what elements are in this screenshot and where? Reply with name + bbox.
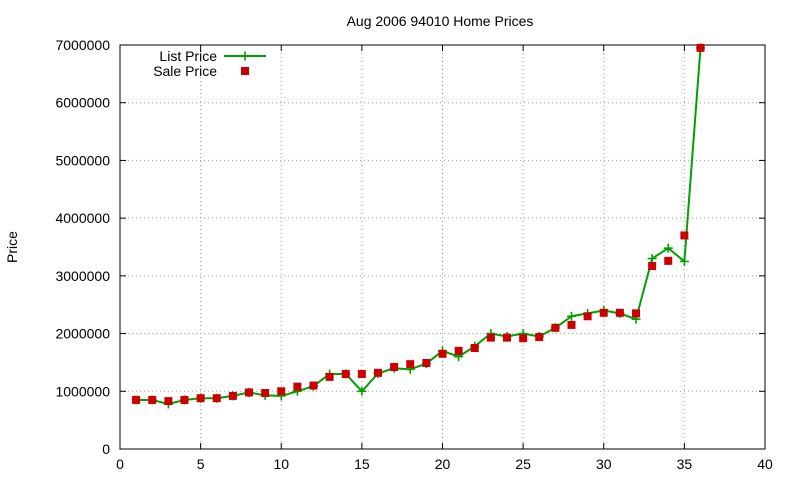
list-price-point xyxy=(647,254,657,264)
sale-price-point xyxy=(212,394,221,403)
sale-price-point xyxy=(261,389,270,398)
list-price-point xyxy=(663,243,673,253)
sale-price-point xyxy=(599,308,608,317)
sale-price-point xyxy=(245,388,253,397)
y-axis-label: Price xyxy=(4,231,20,263)
sale-price-point xyxy=(567,320,576,329)
sale-price-point xyxy=(277,387,286,396)
sale-price-point xyxy=(696,43,705,52)
y-tick-label: 7000000 xyxy=(55,37,110,53)
x-tick-label: 5 xyxy=(197,456,205,472)
legend-label-sale-price: Sale Price xyxy=(153,63,217,79)
sale-price-point xyxy=(390,363,399,372)
legend: List Price Sale Price xyxy=(153,48,266,79)
x-tick-label: 30 xyxy=(596,456,612,472)
sale-price-point xyxy=(341,369,350,378)
y-tick-label: 0 xyxy=(102,441,110,457)
sale-price-point xyxy=(632,309,640,318)
y-tick-label: 2000000 xyxy=(55,326,110,342)
x-tick-label: 10 xyxy=(273,456,289,472)
sale-price-point xyxy=(357,369,366,378)
x-tick-label: 35 xyxy=(677,456,693,472)
sale-price-point xyxy=(148,395,157,404)
sale-price-point xyxy=(374,368,382,377)
sale-price-point xyxy=(454,346,463,355)
legend-marker-list-price xyxy=(240,51,250,61)
sale-price-point xyxy=(551,323,560,332)
x-tick-label: 20 xyxy=(435,456,451,472)
y-tick-label: 6000000 xyxy=(55,95,110,111)
sale-price-point xyxy=(132,395,141,404)
sale-price-point xyxy=(664,256,673,265)
sale-price-point xyxy=(406,360,415,369)
series-layer xyxy=(131,43,705,409)
grid-lines xyxy=(120,45,765,449)
y-tick-label: 4000000 xyxy=(55,210,110,226)
sale-price-point xyxy=(438,349,447,358)
plot-frame xyxy=(119,44,766,450)
sale-price-point xyxy=(648,262,657,271)
axis-ticks: 0 5 10 15 20 25 30 35 40 0 1000000 2000000 3000000 40… xyxy=(55,37,773,472)
sale-price-point xyxy=(228,391,237,400)
list-price-point xyxy=(357,386,367,396)
sale-price-point xyxy=(470,344,479,352)
sale-price-point xyxy=(180,395,189,404)
sale-price-point xyxy=(309,381,318,390)
list-price-line xyxy=(136,47,702,405)
sale-price-point xyxy=(519,334,528,343)
sale-price-point xyxy=(293,382,302,391)
x-tick-label: 25 xyxy=(515,456,531,472)
list-price-point xyxy=(679,256,689,266)
legend-marker-sale-price xyxy=(241,67,249,75)
sale-price-point xyxy=(164,397,173,406)
sale-price-point xyxy=(615,308,624,317)
x-tick-label: 15 xyxy=(354,456,370,472)
x-tick-label: 0 xyxy=(116,456,124,472)
y-tick-label: 3000000 xyxy=(55,268,110,284)
y-tick-label: 1000000 xyxy=(55,383,110,399)
y-tick-label: 5000000 xyxy=(55,152,110,168)
chart-title: Aug 2006 94010 Home Prices xyxy=(347,13,534,29)
x-tick-label: 40 xyxy=(757,456,773,472)
sale-price-point xyxy=(535,333,544,342)
sale-price-point xyxy=(196,394,205,403)
sale-price-point xyxy=(583,312,592,321)
sale-price-point xyxy=(680,231,689,240)
sale-price-point xyxy=(325,372,334,381)
sale-price-point xyxy=(486,333,495,342)
list-price-point xyxy=(567,311,576,321)
sale-price-point xyxy=(503,333,511,342)
sale-price-point xyxy=(422,359,431,368)
legend-label-list-price: List Price xyxy=(159,48,217,64)
